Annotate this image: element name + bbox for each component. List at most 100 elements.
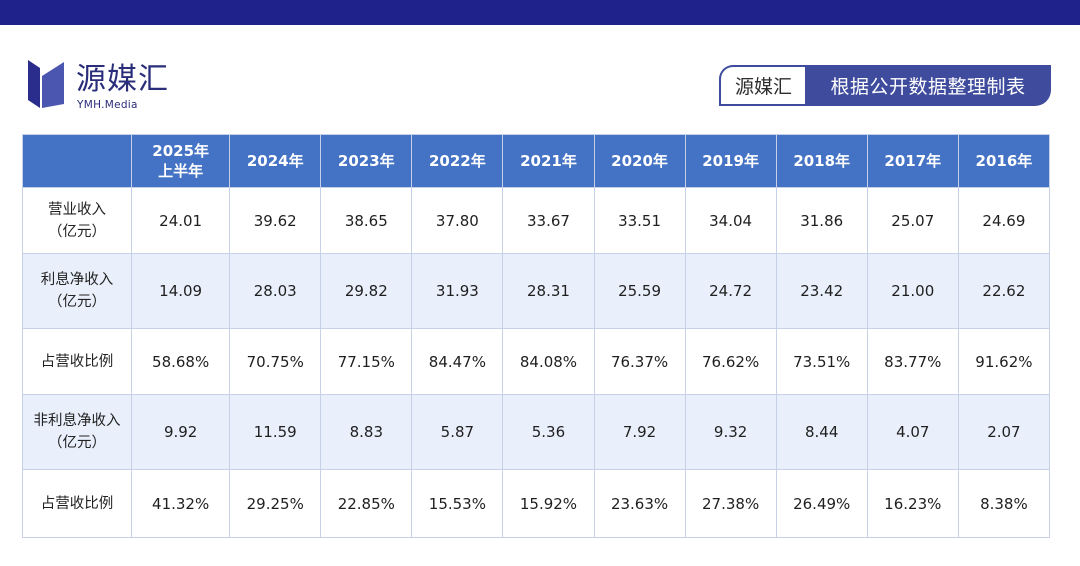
column-header-line1: 2025年 xyxy=(152,142,210,160)
row-label-unit: （亿元） xyxy=(48,435,107,451)
column-header-year: 2021年 xyxy=(502,134,595,188)
column-header-year: 2017年 xyxy=(866,134,959,188)
table-value-cell: 34.04 xyxy=(684,187,777,254)
table-value-cell: 24.72 xyxy=(684,253,777,329)
top-banner-bar xyxy=(0,0,1080,25)
badge-source-note: 根据公开数据整理制表 xyxy=(805,65,1051,106)
badge-source-name: 源媒汇 xyxy=(719,65,806,106)
table-value-cell: 76.37% xyxy=(593,328,686,395)
table-value-cell: 14.09 xyxy=(131,253,231,329)
table-value-cell: 58.68% xyxy=(131,328,231,395)
table-value-cell: 8.83 xyxy=(320,394,413,470)
table-value-cell: 15.92% xyxy=(502,469,595,538)
header-corner-cell xyxy=(21,134,133,188)
column-header-year: 2020年 xyxy=(593,134,686,188)
table-value-cell: 25.59 xyxy=(593,253,686,329)
table-value-cell: 38.65 xyxy=(320,187,413,254)
logo-wordmark: 源媒汇 xyxy=(76,62,169,97)
financial-data-table: 2025年上半年 2024年 2023年 2022年 2021年 2020年 2019年 20… xyxy=(21,134,1051,538)
table-row: 利息净收入 （亿元） 14.09 28.03 29.82 31.93 28.31 25.59 2… xyxy=(21,253,1051,329)
row-label-unit: （亿元） xyxy=(48,223,107,240)
table-value-cell: 8.44 xyxy=(775,394,868,470)
row-label-cell: 占营收比例 xyxy=(21,469,133,538)
column-header-line1: 2016年 xyxy=(975,152,1033,170)
table-value-cell: 33.67 xyxy=(502,187,595,254)
logo-subtitle: YMH.Media xyxy=(77,99,138,111)
table-value-cell: 31.93 xyxy=(411,253,504,329)
column-header-line1: 2021年 xyxy=(520,152,577,170)
table-value-cell: 73.51% xyxy=(775,328,868,395)
table-value-cell: 28.03 xyxy=(229,253,322,329)
table-value-cell: 16.23% xyxy=(866,469,959,538)
table-value-cell: 29.25% xyxy=(229,469,322,538)
table-row: 营业收入 （亿元） 24.01 39.62 38.65 37.80 33.67 33.51 34… xyxy=(21,187,1051,254)
table-value-cell: 76.62% xyxy=(684,328,777,395)
table-value-cell: 28.31 xyxy=(502,253,595,329)
source-badge: 源媒汇 根据公开数据整理制表 xyxy=(719,65,1051,106)
column-header-line1: 2020年 xyxy=(611,152,668,170)
table-value-cell: 7.92 xyxy=(593,394,686,470)
table-header-row: 2025年上半年 2024年 2023年 2022年 2021年 2020年 2019年 20… xyxy=(21,134,1051,188)
row-label-cell: 利息净收入 （亿元） xyxy=(21,253,133,329)
table-value-cell: 27.38% xyxy=(684,469,777,538)
column-header-year: 2025年上半年 xyxy=(131,134,231,188)
table-value-cell: 84.08% xyxy=(502,328,595,395)
row-label-cell: 营业收入 （亿元） xyxy=(21,187,133,254)
table-value-cell: 41.32% xyxy=(131,469,231,538)
row-label-main: 营业收入 xyxy=(48,201,107,218)
column-header-year: 2022年 xyxy=(411,134,504,188)
table-value-cell: 83.77% xyxy=(866,328,959,395)
table-value-cell: 22.85% xyxy=(320,469,413,538)
row-label-cell: 占营收比例 xyxy=(21,328,133,395)
table-value-cell: 77.15% xyxy=(320,328,413,395)
column-header-line1: 2017年 xyxy=(884,152,942,170)
column-header-line1: 2018年 xyxy=(793,152,851,170)
table-value-cell: 31.86 xyxy=(775,187,868,254)
table-row: 非利息净收入 （亿元） 9.92 11.59 8.83 5.87 5.36 7.92 9.32 8… xyxy=(21,394,1051,470)
row-label-main: 利息净收入 xyxy=(40,272,114,288)
column-header-line1: 2023年 xyxy=(337,152,395,170)
table-value-cell: 4.07 xyxy=(866,394,959,470)
table-value-cell: 25.07 xyxy=(866,187,959,254)
table-value-cell: 84.47% xyxy=(411,328,504,395)
table-value-cell: 91.62% xyxy=(957,328,1051,395)
table-value-cell: 70.75% xyxy=(229,328,322,395)
column-header-line1: 2019年 xyxy=(702,152,759,170)
table-value-cell: 23.42 xyxy=(775,253,868,329)
table-value-cell: 5.36 xyxy=(502,394,595,470)
table-value-cell: 9.32 xyxy=(684,394,777,470)
table-value-cell: 22.62 xyxy=(957,253,1051,329)
column-header-line1: 2024年 xyxy=(246,152,304,170)
table-value-cell: 21.00 xyxy=(866,253,959,329)
column-header-year: 2024年 xyxy=(229,134,322,188)
column-header-year: 2018年 xyxy=(775,134,868,188)
column-header-year: 2019年 xyxy=(684,134,777,188)
financial-table-container: 2025年上半年 2024年 2023年 2022年 2021年 2020年 2019年 20… xyxy=(21,134,1051,538)
table-value-cell: 11.59 xyxy=(229,394,322,470)
table-value-cell: 33.51 xyxy=(593,187,686,254)
row-label-unit: （亿元） xyxy=(48,294,107,310)
column-header-line1: 2022年 xyxy=(429,152,486,170)
table-value-cell: 24.01 xyxy=(131,187,231,254)
table-value-cell: 29.82 xyxy=(320,253,413,329)
table-value-cell: 24.69 xyxy=(957,187,1051,254)
column-header-year: 2023年 xyxy=(320,134,413,188)
table-value-cell: 26.49% xyxy=(775,469,868,538)
brand-logo: 源媒汇 YMH.Media xyxy=(28,60,178,114)
table-value-cell: 15.53% xyxy=(411,469,504,538)
column-header-year: 2016年 xyxy=(957,134,1051,188)
table-value-cell: 2.07 xyxy=(957,394,1051,470)
table-value-cell: 9.92 xyxy=(131,394,231,470)
logo-mark-icon xyxy=(28,60,64,108)
column-header-line2: 上半年 xyxy=(158,162,204,180)
table-value-cell: 37.80 xyxy=(411,187,504,254)
row-label-cell: 非利息净收入 （亿元） xyxy=(21,394,133,470)
row-label-main: 非利息净收入 xyxy=(33,413,121,429)
table-value-cell: 5.87 xyxy=(411,394,504,470)
table-value-cell: 23.63% xyxy=(593,469,686,538)
row-label-main: 占营收比例 xyxy=(40,353,114,370)
row-label-main: 占营收比例 xyxy=(40,495,114,512)
table-row: 占营收比例 41.32% 29.25% 22.85% 15.53% 15.92% 23.63… xyxy=(21,469,1051,538)
table-value-cell: 8.38% xyxy=(957,469,1051,538)
table-row: 占营收比例 58.68% 70.75% 77.15% 84.47% 84.08% 76.37… xyxy=(21,328,1051,395)
